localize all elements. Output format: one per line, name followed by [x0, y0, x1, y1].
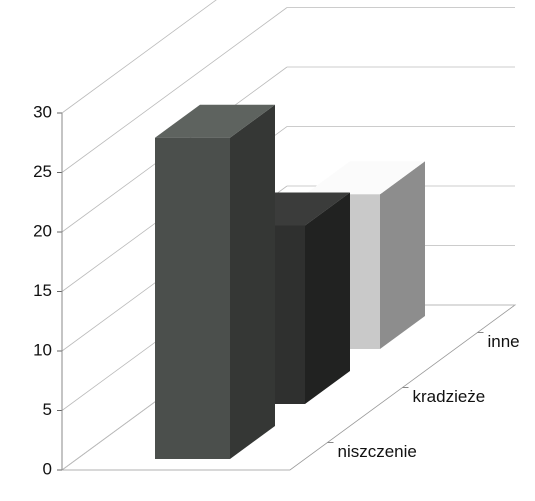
bar-side [230, 104, 275, 459]
depth-label: kradzieże [413, 387, 486, 406]
bar-side [305, 192, 350, 404]
bar-top [305, 161, 425, 195]
grid-line [61, 7, 288, 173]
y-tick-label: 25 [33, 162, 52, 181]
grid-line [61, 0, 217, 114]
y-tick-label: 0 [43, 459, 52, 478]
depth-label: niszczenie [338, 442, 417, 461]
y-tick-label: 30 [33, 102, 52, 121]
depth-label: inne [488, 332, 520, 351]
y-tick-label: 20 [33, 221, 52, 240]
bar [155, 137, 230, 459]
y-tick-label: 5 [43, 400, 52, 419]
bar-top [155, 104, 275, 138]
bar-side [380, 161, 425, 349]
y-tick-label: 15 [33, 281, 52, 300]
y-tick-label: 10 [33, 340, 52, 359]
